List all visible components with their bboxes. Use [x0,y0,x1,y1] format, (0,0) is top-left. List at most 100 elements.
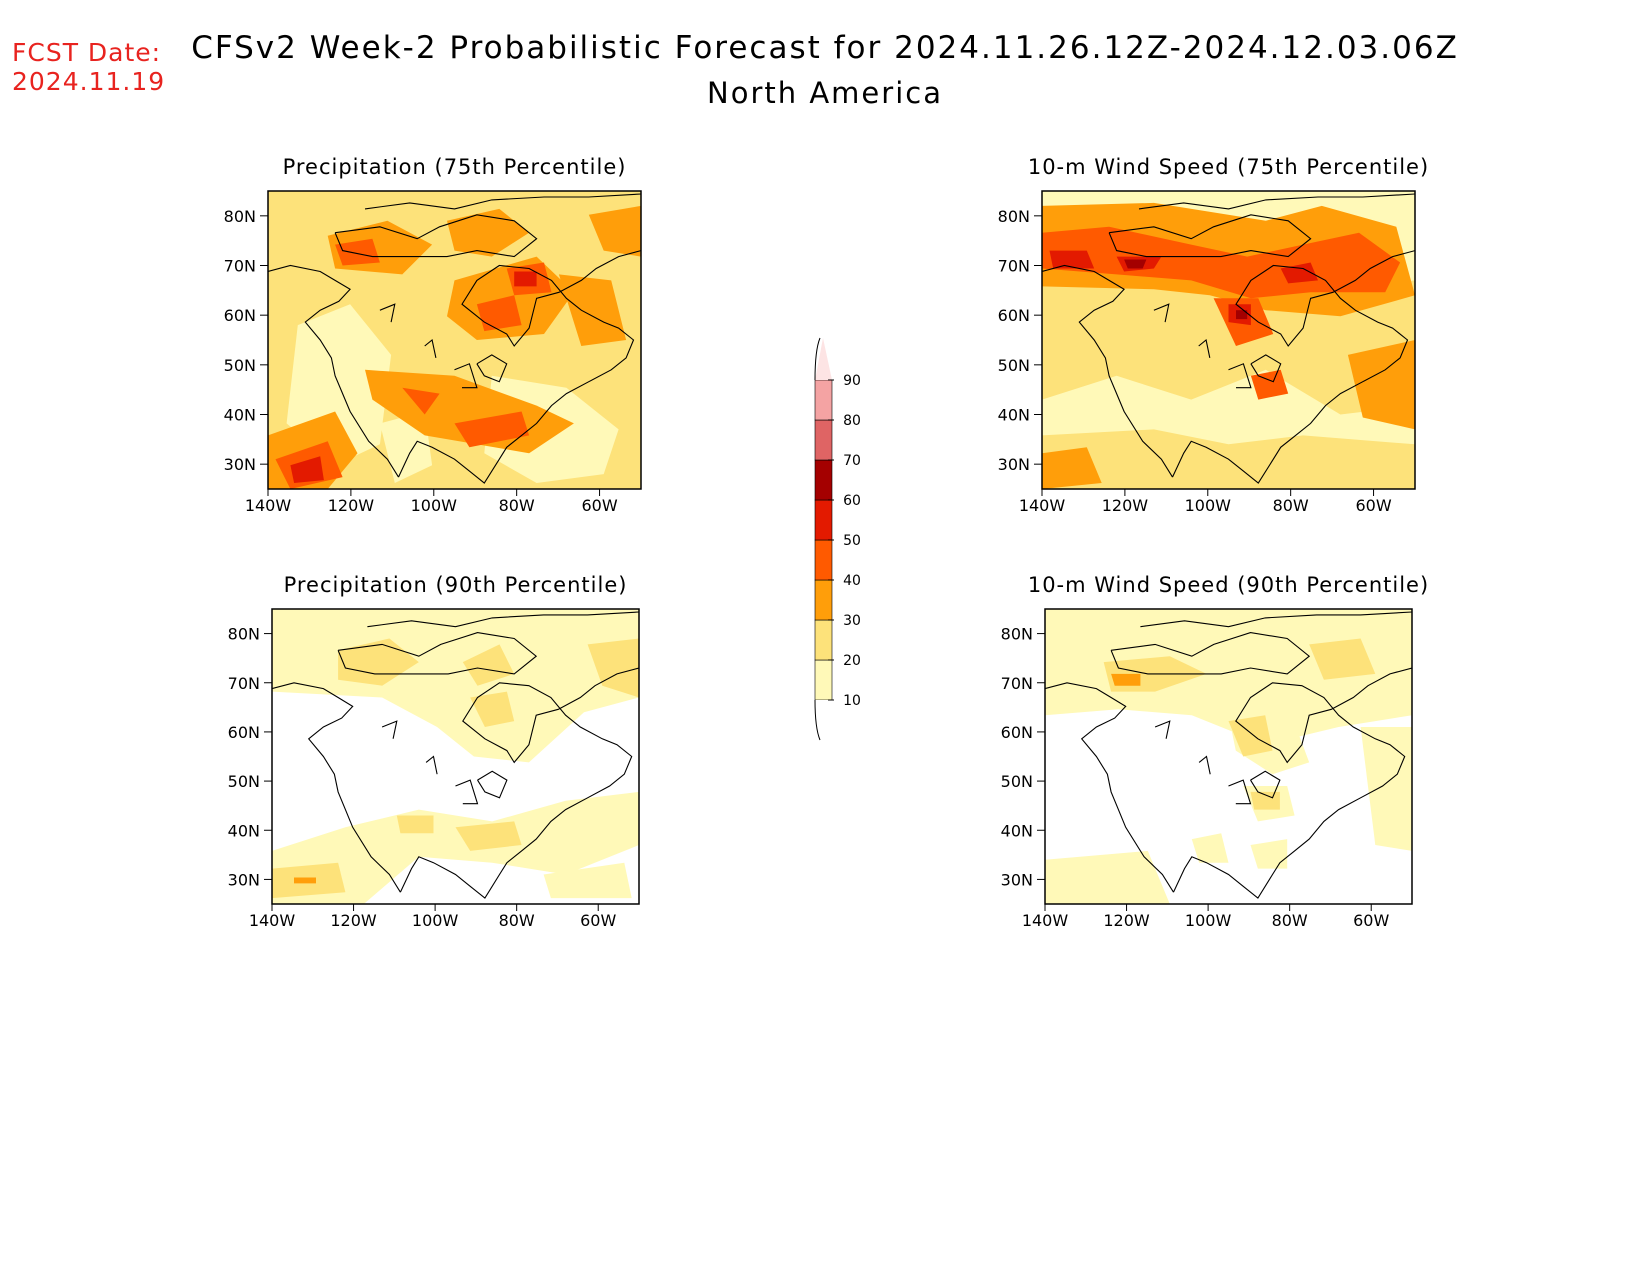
shaded-region [1347,340,1415,430]
colorbar-segment [814,499,833,541]
colorbar-top-extension [815,338,832,380]
coastline [1045,682,1174,893]
coastline [1138,193,1415,210]
coastline [425,755,438,775]
lat-tick-label: 40N [224,406,256,425]
lon-tick-label: 80W [499,496,535,515]
colorbar-label: 80 [843,413,861,429]
lon-tick-label: 100W [411,496,458,515]
shaded-region [1236,310,1248,320]
lat-tick-label: 30N [228,870,260,889]
coastline [399,667,639,899]
forecast-date-value: 2024.11.19 [12,67,166,96]
coastline [1172,250,1415,484]
map-panel-precip75: Precipitation (75th Percentile) 80N 70N 60N… [224,155,642,515]
coastline [272,682,401,893]
shaded-region [455,821,522,851]
lat-tick-label: 50N [228,772,260,791]
lat-tick-label: 80N [228,625,260,644]
shaded-region [1111,673,1141,686]
coastline [268,264,399,478]
coastline [398,250,641,484]
coastline [476,354,508,383]
lat-tick-label: 40N [228,821,260,840]
coastline [1173,667,1412,899]
lon-tick-label: 120W [330,911,377,930]
shaded-region [1309,638,1376,680]
lon-tick-label: 100W [1185,496,1232,515]
coastline [379,303,396,323]
coastline [1140,611,1412,628]
coastline [1250,770,1281,799]
coastline [381,720,398,739]
coastline [364,193,641,210]
lat-tick-label: 80N [1001,625,1033,644]
lat-tick-label: 50N [1001,772,1033,791]
shaded-region [1250,369,1289,400]
colorbar-segment [814,539,833,581]
colorbar-label: 40 [843,573,861,589]
lon-tick-label: 140W [249,911,296,930]
shaded-region [1045,850,1170,904]
lon-tick-label: 80W [1273,496,1309,515]
colorbar-segment [814,419,833,461]
shaded-region [558,274,627,346]
lat-tick-label: 80N [224,207,256,226]
colorbar-segment [814,379,833,421]
coastline [1042,264,1173,478]
colorbar-segment [814,459,833,501]
coastline [1108,214,1312,258]
colorbar-label: 70 [843,453,861,469]
lon-tick-label: 140W [245,496,292,515]
forecast-date-block: FCST Date: 2024.11.19 [12,38,165,96]
shaded-region [1124,259,1147,269]
lat-tick-label: 50N [998,356,1030,375]
lon-tick-label: 60W [581,496,617,515]
coastline [334,214,538,258]
map-panels: Precipitation (75th Percentile) 80N 70N 60N… [224,155,1429,930]
coastline [1153,303,1170,323]
coastline [477,770,508,799]
shaded-region [1042,447,1102,489]
lon-tick-label: 120W [1102,496,1149,515]
colorbar: 10 20 30 40 50 60 70 80 90 [814,337,861,741]
panel-title: 10-m Wind Speed (90th Percentile) [1028,573,1429,597]
coastline [367,611,639,628]
shaded-region [294,877,316,884]
lat-tick-label: 40N [998,406,1030,425]
coastline [1228,363,1252,389]
lon-tick-label: 80W [1272,911,1308,930]
shaded-region [587,638,639,698]
map-frame [271,608,640,905]
shaded-region [476,295,522,332]
colorbar-segment [814,579,833,621]
lon-tick-label: 60W [1353,911,1389,930]
shaded-region [402,387,440,415]
colorbar-bottom-extension [815,700,832,740]
coastline [1198,755,1211,775]
coastline [1250,354,1282,383]
colorbar-label: 30 [843,613,861,629]
map-panel-wind75: 10-m Wind Speed (75th Percentile) 80N 70N 6… [998,155,1428,515]
lat-tick-label: 60N [228,723,260,742]
colorbar-label: 50 [843,533,861,549]
colorbar-segment [814,659,833,701]
lat-tick-label: 40N [1001,821,1033,840]
shaded-region [1228,715,1273,757]
coastline [1228,779,1252,805]
lat-tick-label: 80N [998,207,1030,226]
lon-tick-label: 120W [328,496,375,515]
coastline [1154,720,1171,739]
coastline [1110,632,1311,675]
probability-shading [272,609,639,904]
panel-title: Precipitation (90th Percentile) [284,573,628,597]
lat-tick-label: 70N [1001,674,1033,693]
lon-tick-label: 140W [1019,496,1066,515]
forecast-date-label: FCST Date: [12,38,162,67]
map-frame [267,190,642,490]
lat-tick-label: 30N [1001,870,1033,889]
lon-tick-label: 120W [1103,911,1150,930]
colorbar-segment [814,619,833,661]
lat-tick-label: 70N [228,674,260,693]
lat-tick-label: 50N [224,356,256,375]
